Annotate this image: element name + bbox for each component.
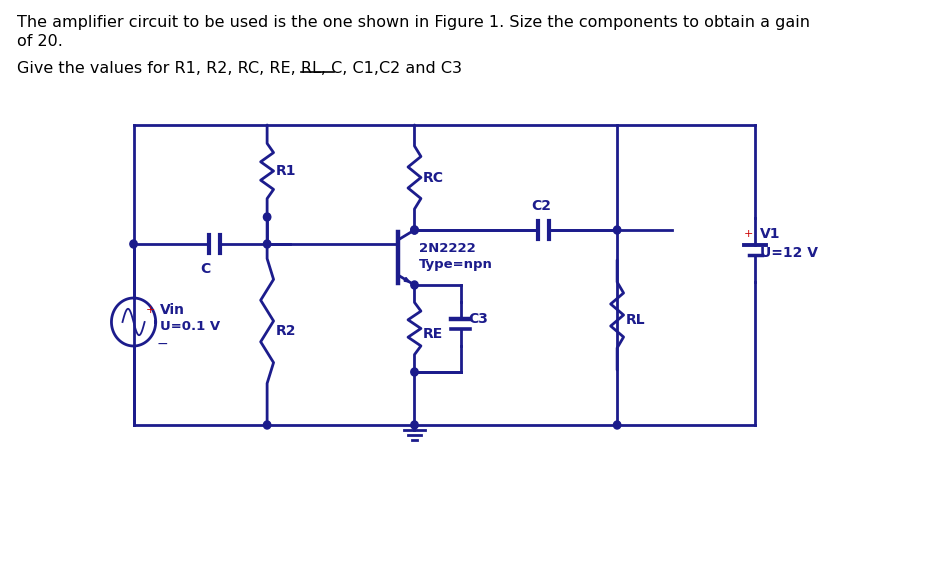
Text: RE: RE xyxy=(422,327,443,340)
Circle shape xyxy=(411,281,418,289)
Circle shape xyxy=(411,226,418,234)
Circle shape xyxy=(613,226,620,234)
Text: R2: R2 xyxy=(275,324,295,338)
Text: U=0.1 V: U=0.1 V xyxy=(160,321,220,333)
Text: C3: C3 xyxy=(467,312,487,326)
Text: −: − xyxy=(157,337,168,351)
Circle shape xyxy=(411,368,418,376)
Text: R1: R1 xyxy=(275,164,295,178)
Circle shape xyxy=(129,240,137,248)
Text: +: + xyxy=(743,229,752,239)
Circle shape xyxy=(263,213,271,221)
Text: RC: RC xyxy=(422,171,444,184)
Text: V1: V1 xyxy=(759,227,780,241)
Polygon shape xyxy=(404,277,410,282)
Circle shape xyxy=(411,421,418,429)
Circle shape xyxy=(263,240,271,248)
Text: C: C xyxy=(199,262,210,276)
Text: C2: C2 xyxy=(531,199,551,213)
Text: U=12 V: U=12 V xyxy=(759,246,817,260)
Text: RL: RL xyxy=(625,313,645,327)
Text: Vin: Vin xyxy=(160,303,185,317)
Circle shape xyxy=(411,226,418,234)
Text: Type=npn: Type=npn xyxy=(418,258,493,271)
Text: Give the values for R1, R2, RC, RE, RL, C, C1,C2 and C3: Give the values for R1, R2, RC, RE, RL, … xyxy=(17,61,461,76)
Circle shape xyxy=(263,421,271,429)
Text: +: + xyxy=(145,305,155,315)
Text: of 20.: of 20. xyxy=(17,34,62,49)
Text: The amplifier circuit to be used is the one shown in Figure 1. Size the componen: The amplifier circuit to be used is the … xyxy=(17,15,809,30)
Circle shape xyxy=(613,421,620,429)
Text: 2N2222: 2N2222 xyxy=(418,242,476,255)
